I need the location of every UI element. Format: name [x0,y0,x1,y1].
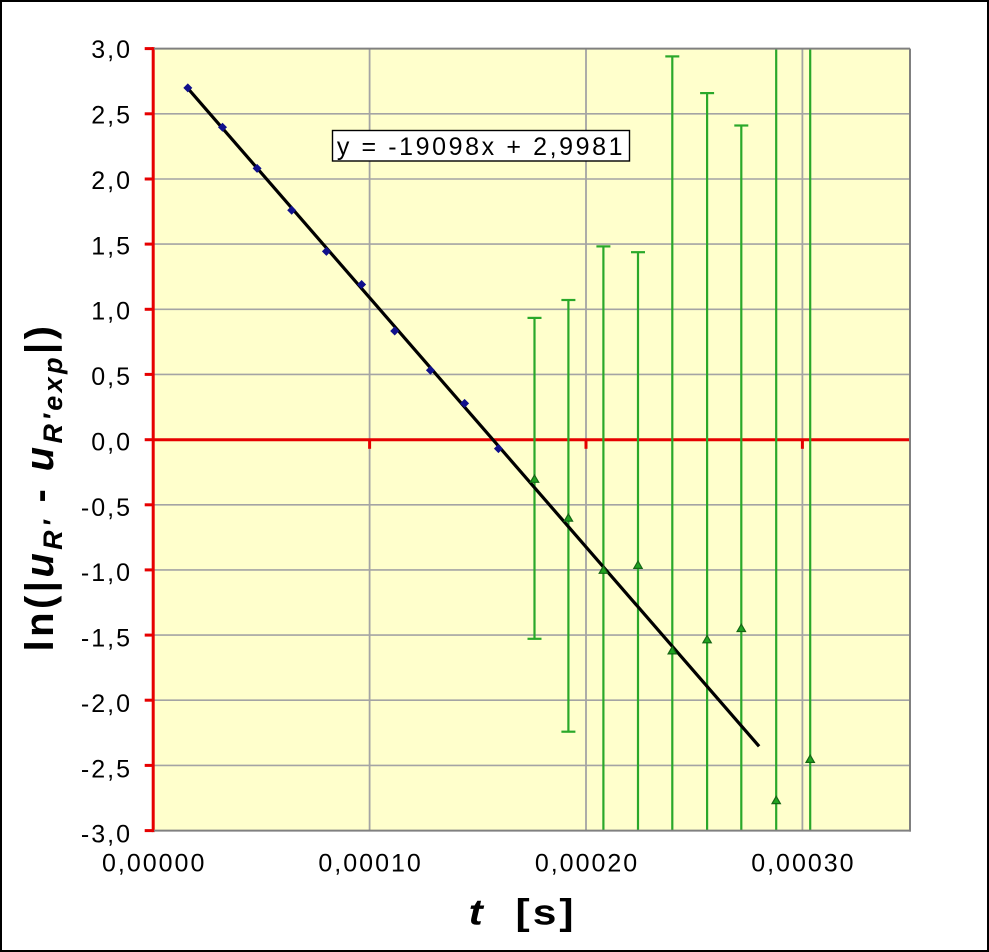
svg-text:t [s]: t [s] [469,892,577,932]
svg-text:-1,5: -1,5 [81,625,132,653]
svg-text:2,0: 2,0 [91,167,132,195]
svg-text:2,5: 2,5 [91,102,132,130]
svg-text:0,00020: 0,00020 [535,850,639,878]
svg-text:0,00000: 0,00000 [102,850,206,878]
svg-text:-3,0: -3,0 [81,821,132,849]
svg-text:-2,5: -2,5 [81,755,132,783]
svg-text:0,00010: 0,00010 [318,850,422,878]
svg-text:-0,5: -0,5 [81,494,132,522]
svg-text:0,5: 0,5 [91,363,132,391]
svg-text:1,5: 1,5 [91,232,132,260]
svg-text:1,0: 1,0 [91,298,132,326]
svg-text:-2,0: -2,0 [81,690,132,718]
svg-text:0,0: 0,0 [91,428,132,456]
svg-text:0,00030: 0,00030 [751,850,855,878]
svg-text:3,0: 3,0 [91,36,132,64]
svg-text:-1,0: -1,0 [81,559,132,587]
svg-text:y = -19098x + 2,9981: y = -19098x + 2,9981 [337,133,625,161]
